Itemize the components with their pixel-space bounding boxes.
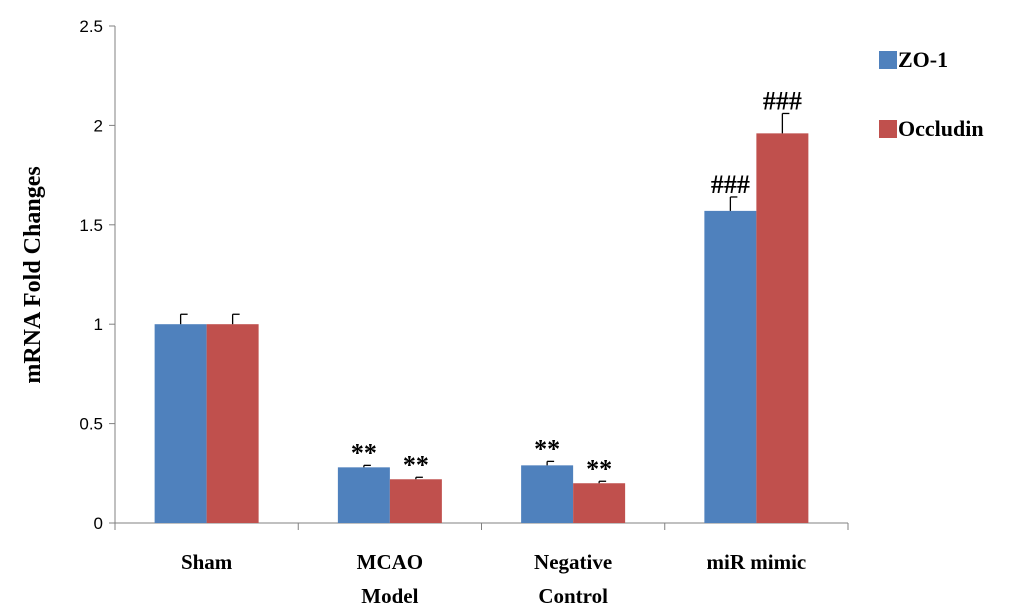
legend-label: ZO-1: [898, 47, 948, 72]
significance-label: ###: [711, 170, 750, 199]
bar: [206, 324, 259, 523]
bar: [704, 210, 757, 523]
legend-swatch: [879, 51, 897, 69]
bar: [521, 465, 574, 523]
significance-label: **: [351, 438, 377, 467]
y-tick-label: 0.5: [79, 415, 103, 434]
x-category-label: miR mimic: [707, 550, 807, 574]
significance-label: ###: [763, 86, 802, 115]
x-category-label: MCAO: [357, 550, 424, 574]
x-category-label: Sham: [181, 550, 233, 574]
bar: [337, 467, 390, 523]
y-tick-label: 2: [94, 116, 103, 135]
significance-label: **: [534, 434, 560, 463]
significance-label: **: [403, 450, 429, 479]
bar: [154, 324, 207, 523]
x-category-label: Model: [361, 584, 418, 607]
bar: [756, 133, 809, 524]
legend-label: Occludin: [898, 116, 984, 141]
y-axis-title: mRNA Fold Changes: [20, 166, 46, 383]
bar: [389, 479, 442, 523]
x-category-label: Control: [538, 584, 608, 607]
labels: Sham ** ** MCAO Model ** ** Negative Control ### #…: [181, 86, 806, 607]
x-category-label: Negative: [534, 550, 612, 574]
y-tick-label: 1: [94, 315, 103, 334]
y-tick-label: 2.5: [79, 17, 103, 36]
legend: ZO-1 Occludin: [879, 47, 984, 141]
bars: [154, 112, 809, 524]
legend-swatch: [879, 120, 897, 138]
y-tick-label: 0: [94, 514, 103, 533]
y-tick-label: 1.5: [79, 216, 103, 235]
bar: [573, 483, 626, 523]
significance-label: **: [586, 454, 612, 483]
